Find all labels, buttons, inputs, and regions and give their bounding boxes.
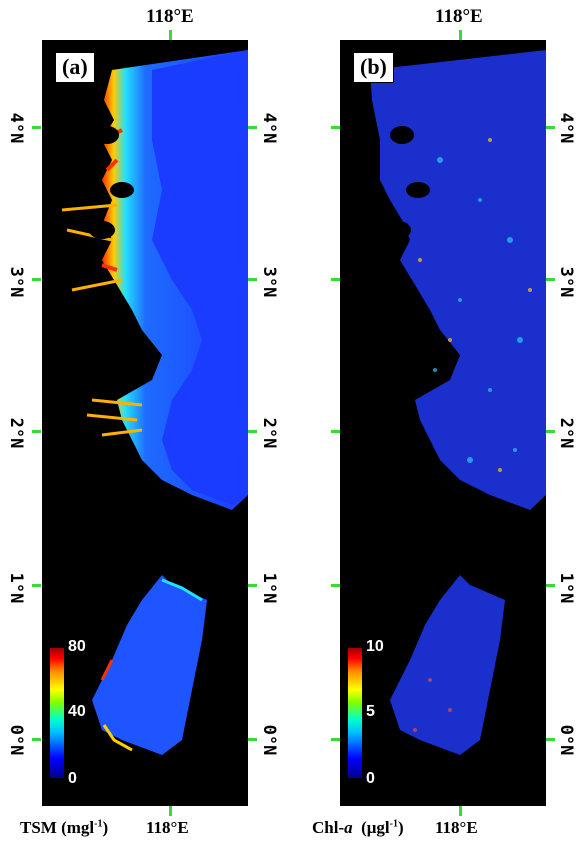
lat-label-2n-left: 2°N — [6, 417, 26, 449]
lat-label-3n-right: 3°N — [556, 266, 576, 298]
panel-a-tsm-map: (a) 80 40 0 — [42, 40, 248, 806]
tsm-unit-label: TSM (mgl-1) — [20, 818, 109, 837]
bottom-tick-a — [169, 806, 172, 816]
chl-speckles — [433, 157, 523, 463]
tsm-colorbar-min: 0 — [68, 770, 77, 787]
lat-label-2n-right: 2°N — [556, 417, 576, 449]
top-longitude-label-b: 118°E — [435, 6, 483, 27]
sea-area-south — [390, 575, 505, 755]
lat-label-4n-right: 4°N — [556, 112, 576, 144]
bottom-tick-b — [459, 806, 462, 816]
chl-colorbar-mid: 5 — [366, 703, 375, 720]
chl-colorbar — [348, 648, 362, 778]
sea-area-south — [92, 575, 207, 755]
lat-label-2n-mid: 2°N — [259, 417, 279, 449]
panel-a-label: (a) — [55, 52, 95, 83]
lat-label-4n-left: 4°N — [6, 112, 26, 144]
chl-colorbar-max: 10 — [366, 638, 384, 655]
lat-label-4n-mid: 4°N — [259, 112, 279, 144]
tsm-colorbar — [50, 648, 64, 778]
chl-colorbar-min: 0 — [366, 770, 375, 787]
sea-fill-north — [152, 50, 248, 505]
sea-area-north — [370, 50, 546, 510]
tsm-map-image — [61, 50, 248, 755]
chl-unit-label: Chl-a (μgl-1) — [312, 818, 404, 837]
lat-label-1n-left: 1°N — [6, 572, 26, 604]
bottom-longitude-label-b: 118°E — [435, 818, 478, 837]
tsm-colorbar-max: 80 — [68, 638, 86, 655]
lat-label-0n-left: 0°N — [6, 724, 26, 756]
bottom-longitude-label-a: 118°E — [146, 818, 189, 837]
top-tick-a — [169, 30, 172, 40]
tsm-colorbar-mid: 40 — [68, 703, 86, 720]
lat-label-1n-right: 1°N — [556, 572, 576, 604]
chl-map-image — [370, 50, 546, 755]
lat-label-1n-mid: 1°N — [259, 572, 279, 604]
top-longitude-label-a: 118°E — [146, 6, 194, 27]
panel-b-chl-map: (b) 10 5 0 — [340, 40, 546, 806]
top-tick-b — [459, 30, 462, 40]
lat-label-3n-left: 3°N — [6, 266, 26, 298]
lat-label-0n-right: 0°N — [556, 724, 576, 756]
panel-b-label: (b) — [353, 52, 394, 83]
river-plumes — [61, 203, 143, 437]
lat-label-0n-mid: 0°N — [259, 724, 279, 756]
lat-label-3n-mid: 3°N — [259, 266, 279, 298]
